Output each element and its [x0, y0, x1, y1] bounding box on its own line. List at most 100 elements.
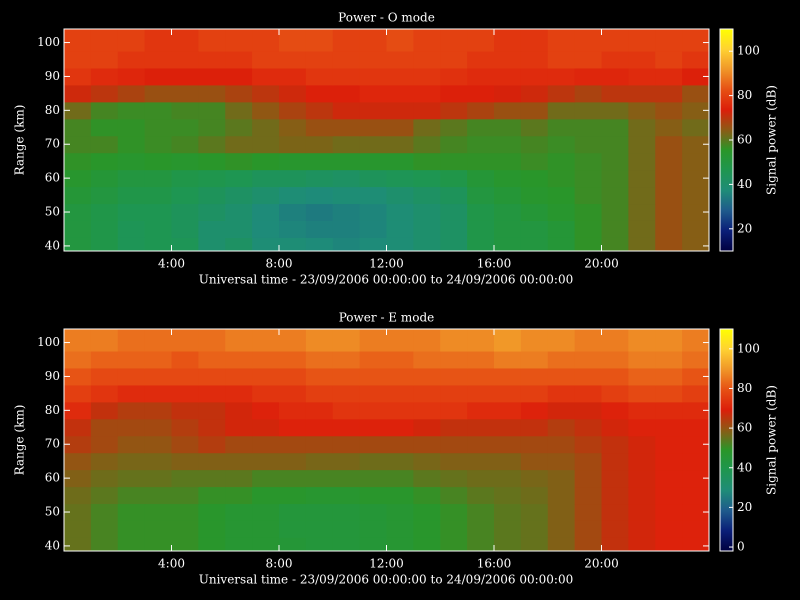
cell [574, 135, 602, 154]
cell [467, 452, 495, 471]
cell [225, 351, 253, 369]
cell [332, 329, 361, 352]
cell [64, 329, 92, 352]
cell [628, 486, 656, 505]
cell [574, 186, 602, 205]
cell [90, 351, 119, 369]
cell [279, 537, 307, 551]
cell [279, 220, 307, 238]
cell [601, 469, 629, 488]
cell [171, 118, 199, 137]
cell [494, 486, 522, 505]
y-tick-label: 100 [37, 35, 60, 49]
cell [547, 152, 576, 171]
cell [144, 435, 172, 454]
y-tick-label: 90 [45, 369, 60, 383]
cell [332, 220, 361, 238]
cell [494, 29, 522, 52]
cell [574, 67, 602, 86]
cell [494, 520, 522, 538]
cell [359, 351, 387, 369]
cell [359, 503, 387, 521]
cell [440, 203, 468, 221]
cell [64, 51, 92, 69]
cell [547, 520, 576, 538]
cell [144, 84, 172, 103]
y-axis-label: Range (km) [13, 105, 27, 176]
cell [252, 84, 280, 103]
cell [520, 186, 549, 205]
colorbar-label: Signal power (dB) [765, 385, 779, 495]
cell [494, 135, 522, 154]
cell [682, 186, 709, 205]
cell [144, 384, 172, 403]
cell [225, 469, 253, 488]
cell [574, 469, 602, 488]
cell [332, 418, 361, 437]
cell [520, 486, 549, 505]
cell [520, 401, 549, 420]
cell [144, 186, 172, 205]
cell [305, 186, 334, 205]
cell [144, 503, 172, 521]
cell [440, 351, 468, 369]
cell [655, 169, 683, 188]
cell [494, 452, 522, 471]
cell [198, 101, 226, 120]
cell [467, 435, 495, 454]
cell [628, 384, 656, 403]
cell [198, 367, 226, 386]
cell [467, 101, 495, 120]
cell [252, 152, 280, 171]
cell [90, 367, 119, 386]
cell [279, 503, 307, 521]
cell [440, 186, 468, 205]
cell [467, 469, 495, 488]
cell [547, 401, 576, 420]
cell [413, 520, 441, 538]
cell [520, 135, 549, 154]
cell [413, 135, 441, 154]
cell [305, 329, 334, 352]
cell [494, 401, 522, 420]
cell [682, 486, 709, 505]
cell [467, 51, 495, 69]
cell [520, 367, 549, 386]
cell [601, 84, 629, 103]
cell [574, 486, 602, 505]
cell [90, 452, 119, 471]
cell [494, 503, 522, 521]
cell [547, 486, 576, 505]
cell [144, 29, 172, 52]
cell [305, 84, 334, 103]
cell [225, 101, 253, 120]
cell [64, 135, 92, 154]
cell [305, 237, 334, 251]
cell [171, 67, 199, 86]
cell [117, 51, 146, 69]
cell [359, 237, 387, 251]
cell [198, 435, 226, 454]
heatmap [64, 329, 709, 551]
cell [144, 367, 172, 386]
cell [144, 203, 172, 221]
cell [547, 118, 576, 137]
cell [628, 452, 656, 471]
cell [171, 29, 199, 52]
cell [413, 367, 441, 386]
cell [520, 237, 549, 251]
cell [601, 186, 629, 205]
cell [144, 237, 172, 251]
cell [305, 118, 334, 137]
cell [547, 29, 576, 52]
cell [279, 418, 307, 437]
cell [601, 237, 629, 251]
cell [144, 118, 172, 137]
cell [64, 29, 92, 52]
cell [682, 367, 709, 386]
cell [279, 384, 307, 403]
y-tick-label: 100 [37, 335, 60, 349]
cell [655, 29, 683, 52]
cell [494, 118, 522, 137]
cell [144, 220, 172, 238]
